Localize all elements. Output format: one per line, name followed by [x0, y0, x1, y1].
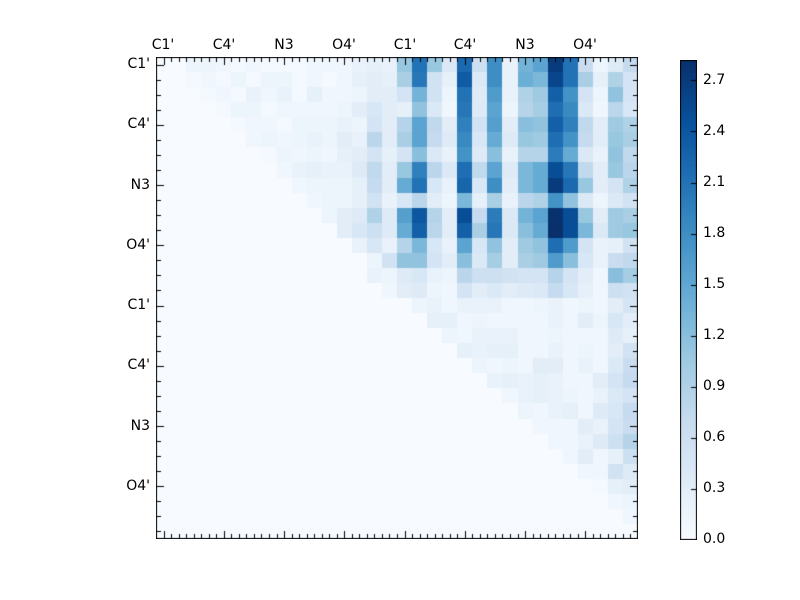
y-axis-label-6: N3	[130, 418, 150, 434]
y-axis-label-3: O4'	[126, 237, 150, 253]
colorbar-tick-label-6: 1.8	[703, 225, 726, 241]
colorbar-tick-label-5: 1.5	[703, 276, 726, 292]
y-axis-label-2: N3	[130, 177, 150, 193]
colorbar-tick-label-2: 0.6	[703, 429, 726, 445]
colorbar-tick-label-9: 2.7	[703, 72, 726, 88]
x-axis-label-3: O4'	[332, 37, 356, 53]
y-axis-label-5: C4'	[127, 357, 150, 373]
colorbar-tick-label-1: 0.3	[703, 480, 726, 496]
x-axis-label-6: N3	[515, 37, 535, 53]
colorbar-tick-label-3: 0.9	[703, 378, 726, 394]
x-axis-label-2: N3	[274, 37, 294, 53]
colorbar-tick-label-4: 1.2	[703, 327, 726, 343]
y-axis-label-1: C4'	[127, 116, 150, 132]
colorbar-canvas	[680, 60, 697, 540]
colorbar-tick-label-8: 2.4	[703, 123, 726, 139]
y-axis-label-7: O4'	[126, 478, 150, 494]
y-axis-label-0: C1'	[127, 56, 150, 72]
x-axis-label-7: O4'	[573, 37, 597, 53]
colorbar-tick-label-7: 2.1	[703, 174, 726, 190]
heatmap-canvas	[156, 57, 638, 539]
y-axis-label-4: C1'	[127, 297, 150, 313]
colorbar-tick-label-0: 0.0	[703, 531, 726, 547]
x-axis-label-1: C4'	[212, 37, 236, 53]
x-axis-label-4: C1'	[393, 37, 417, 53]
x-axis-label-5: C4'	[453, 37, 477, 53]
x-axis-label-0: C1'	[151, 37, 175, 53]
